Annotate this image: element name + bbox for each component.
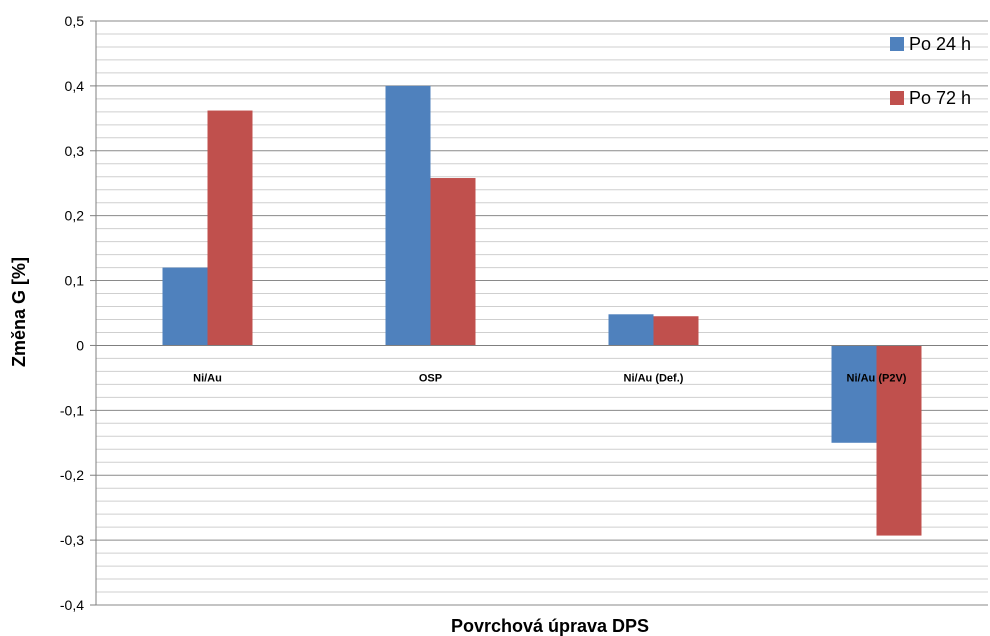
- y-tick-label: -0,1: [60, 402, 84, 418]
- y-tick-label: -0,4: [60, 597, 84, 613]
- bars: [162, 85, 922, 536]
- y-tick-label: 0: [76, 337, 84, 353]
- y-tick-label: -0,2: [60, 467, 84, 483]
- y-axis-title: Změna G [%]: [9, 257, 29, 367]
- bar-po-24h-2: [608, 314, 654, 346]
- legend-label: Po 72 h: [909, 88, 971, 108]
- bar-po-72h-0: [207, 110, 253, 346]
- y-tick-label: 0,2: [65, 208, 85, 224]
- y-tick-label: 0,1: [65, 273, 85, 289]
- legend-swatch: [890, 91, 904, 105]
- x-axis-title: Povrchová úprava DPS: [451, 616, 649, 636]
- bar-po-72h-1: [430, 178, 476, 346]
- y-tick-label: -0,3: [60, 532, 84, 548]
- bar-po-72h-3: [876, 345, 922, 536]
- bar-po-24h-3: [831, 345, 877, 443]
- category-label: Ni/Au: [193, 372, 222, 384]
- bar-po-72h-2: [653, 316, 699, 346]
- y-tick-label: 0,5: [65, 13, 85, 29]
- category-label: OSP: [419, 372, 442, 384]
- legend-label: Po 24 h: [909, 34, 971, 54]
- y-tick-label: 0,3: [65, 143, 85, 159]
- axes: [90, 20, 988, 606]
- bar-po-24h-0: [162, 267, 208, 346]
- y-tick-labels: 0,5 0,4 0,3 0,2 0,1 0 -0,1 -0,2 -0,3 -0,4: [60, 13, 84, 613]
- category-labels: Ni/Au OSP Ni/Au (Def.) Ni/Au (P2V): [193, 372, 907, 384]
- bar-po-24h-1: [385, 85, 431, 346]
- category-label: Ni/Au (Def.): [624, 372, 684, 384]
- legend-swatch: [890, 37, 904, 51]
- legend: Po 24 h Po 72 h: [890, 34, 971, 108]
- category-label: Ni/Au (P2V): [847, 372, 907, 384]
- y-tick-label: 0,4: [65, 78, 85, 94]
